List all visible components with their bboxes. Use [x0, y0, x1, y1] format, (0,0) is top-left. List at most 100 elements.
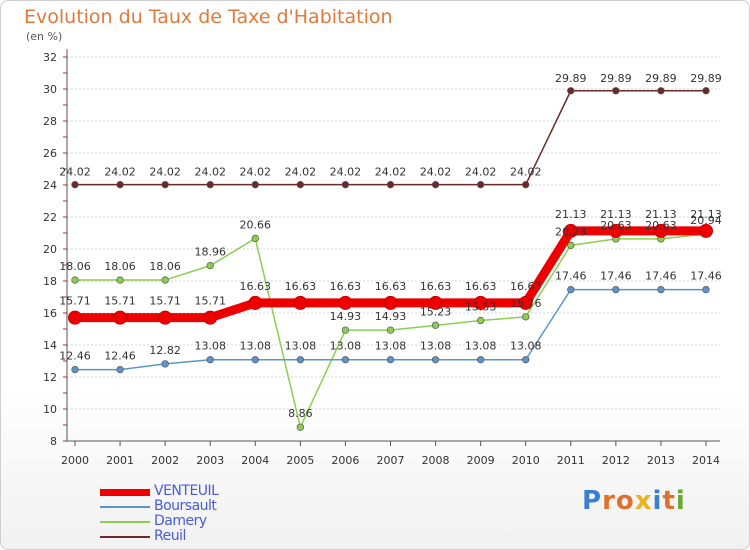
data-label: 13.08 — [465, 340, 497, 353]
proxiti-logo: Proxiti — [582, 486, 686, 516]
data-point — [206, 261, 214, 270]
legend-item-reuil: Reuil — [100, 529, 320, 544]
data-point — [612, 87, 620, 95]
data-point — [476, 181, 485, 189]
data-point — [293, 295, 308, 310]
legend-label: VENTEUIL — [154, 483, 219, 499]
data-point — [563, 223, 578, 238]
data-point — [116, 365, 124, 374]
data-point — [161, 181, 169, 189]
data-label: 12.82 — [149, 344, 181, 357]
data-label: 13.08 — [420, 340, 452, 353]
data-point — [383, 295, 398, 310]
legend: VENTEUIL Boursault Damery Reuil — [100, 484, 320, 544]
logo-letter: i — [652, 486, 663, 516]
data-label: 12.46 — [104, 350, 136, 363]
data-point — [473, 295, 488, 310]
data-point — [518, 295, 533, 310]
data-point — [567, 87, 575, 95]
data-label: 21.13 — [555, 208, 587, 221]
data-point — [386, 181, 395, 189]
x-tick-label: 2001 — [106, 454, 134, 467]
y-tick-label: 14 — [43, 339, 57, 352]
data-label: 15.76 — [510, 297, 542, 310]
data-label: 24.02 — [285, 166, 317, 179]
data-label: 13.08 — [330, 340, 362, 353]
x-tick-label: 2009 — [467, 454, 495, 467]
data-label: 24.02 — [330, 166, 362, 179]
legend-swatch — [100, 488, 150, 496]
data-label: 13.08 — [375, 340, 407, 353]
data-point — [341, 356, 350, 364]
y-tick-label: 22 — [43, 211, 57, 224]
data-label: 18.06 — [104, 260, 136, 273]
data-point — [161, 276, 169, 284]
data-point — [341, 181, 350, 189]
data-point — [702, 285, 710, 294]
data-label: 24.02 — [194, 166, 226, 179]
x-tick-label: 2008 — [422, 454, 450, 467]
data-point — [431, 356, 440, 364]
data-point — [203, 310, 218, 325]
logo-letter: t — [662, 486, 676, 516]
data-label: 17.46 — [690, 270, 722, 283]
data-label: 15.71 — [149, 295, 181, 308]
data-point — [657, 87, 665, 95]
data-point — [248, 295, 263, 310]
data-label: 15.71 — [194, 295, 226, 308]
data-point — [612, 285, 620, 294]
logo-letter: r — [602, 486, 616, 516]
data-point — [567, 285, 575, 294]
data-label: 15.71 — [59, 295, 91, 308]
data-point — [608, 223, 623, 238]
y-tick-label: 26 — [43, 147, 57, 160]
y-tick-label: 12 — [43, 371, 57, 384]
y-tick-label: 8 — [50, 435, 57, 448]
data-point — [251, 356, 259, 364]
x-tick-label: 2000 — [61, 454, 89, 467]
legend-label: Reuil — [154, 528, 186, 544]
data-label: 13.08 — [194, 340, 226, 353]
data-label: 13.08 — [240, 340, 272, 353]
data-label: 14.93 — [330, 310, 362, 323]
data-label: 16.63 — [465, 280, 497, 293]
data-label: 15.53 — [465, 301, 497, 314]
data-point — [657, 285, 665, 294]
y-tick-label: 16 — [43, 307, 57, 320]
data-point — [158, 310, 173, 325]
data-label: 21.13 — [645, 208, 677, 221]
data-label: 24.02 — [104, 166, 136, 179]
x-tick-label: 2005 — [286, 454, 314, 467]
data-point — [567, 241, 575, 249]
data-label: 16.63 — [420, 280, 452, 293]
logo-letter: P — [582, 486, 603, 516]
x-tick-label: 2006 — [331, 454, 359, 467]
data-point — [522, 313, 530, 321]
data-point — [702, 87, 710, 95]
x-tick-label: 2007 — [377, 454, 405, 467]
data-label: 15.23 — [420, 305, 452, 318]
data-label: 17.46 — [645, 270, 677, 283]
data-point — [113, 310, 128, 325]
data-point — [522, 181, 530, 189]
y-tick-label: 32 — [43, 51, 57, 64]
data-point — [296, 356, 305, 364]
data-label: 20.63 — [600, 219, 632, 232]
x-tick-label: 2002 — [151, 454, 179, 467]
data-point — [428, 295, 443, 310]
data-label: 29.89 — [555, 72, 587, 85]
data-point — [206, 181, 214, 189]
data-label: 29.89 — [600, 72, 632, 85]
data-point — [431, 181, 440, 189]
data-point — [653, 223, 668, 238]
legend-label: Boursault — [154, 498, 217, 514]
chart-subtitle: (en %) — [26, 30, 63, 43]
data-label: 16.63 — [510, 280, 542, 293]
data-label: 29.89 — [645, 72, 677, 85]
data-point — [68, 310, 82, 325]
data-label: 24.02 — [510, 166, 542, 179]
x-tick-label: 2012 — [602, 454, 630, 467]
